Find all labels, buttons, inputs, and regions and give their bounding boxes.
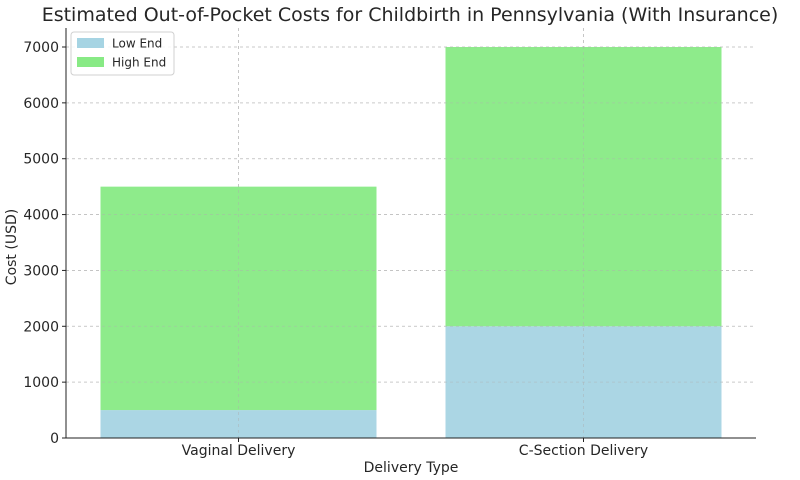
y-tick-label: 5000	[23, 152, 59, 168]
legend-label: High End	[112, 56, 166, 70]
x-tick-label: Vaginal Delivery	[182, 443, 296, 459]
y-tick-label: 4000	[23, 208, 59, 224]
chart-title: Estimated Out-of-Pocket Costs for Childb…	[42, 4, 779, 26]
y-tick-labels: 0 1000 2000 3000 4000 5000 6000 7000	[23, 40, 66, 447]
bars	[66, 28, 756, 439]
x-tick-label: C-Section Delivery	[519, 443, 648, 459]
y-tick-label: 7000	[23, 40, 59, 56]
legend-label: Low End	[112, 37, 162, 51]
y-axis-label: Cost (USD)	[4, 209, 20, 285]
y-tick-label: 2000	[23, 319, 59, 335]
y-tick-label: 1000	[23, 375, 59, 391]
grid-overlay	[66, 28, 756, 439]
y-tick-label: 3000	[23, 263, 59, 279]
legend: Low End High End	[70, 31, 175, 76]
x-axis-label: Delivery Type	[364, 460, 459, 476]
y-tick-label: 6000	[23, 96, 59, 112]
legend-swatch	[77, 57, 104, 67]
legend-swatch	[77, 38, 104, 48]
x-tick-labels: Vaginal Delivery C-Section Delivery	[182, 438, 648, 459]
axes	[65, 28, 756, 439]
y-tick-label: 0	[50, 431, 59, 447]
